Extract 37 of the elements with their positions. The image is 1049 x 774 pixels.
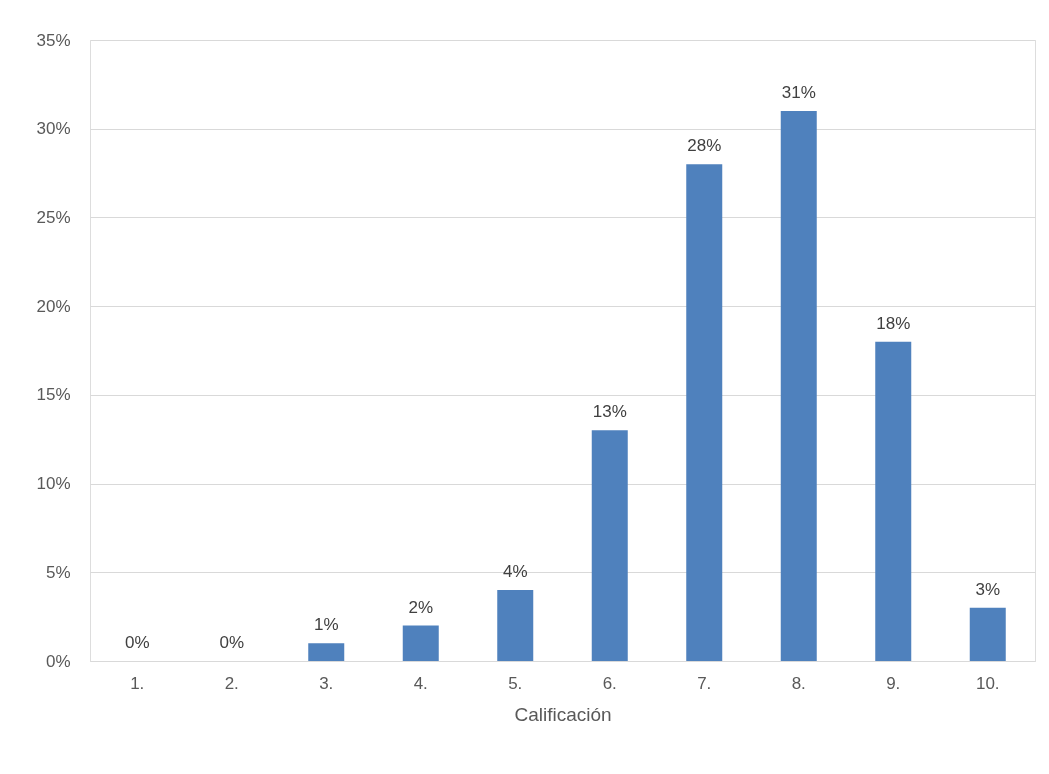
- data-label: 3%: [975, 579, 1001, 599]
- data-label: 13%: [592, 402, 627, 422]
- y-tick-label: 20%: [36, 296, 71, 316]
- x-tick-label: 9.: [886, 673, 901, 693]
- bar: [497, 590, 534, 661]
- bar: [402, 625, 439, 661]
- x-tick-label: 6.: [602, 673, 617, 693]
- y-tick-label: 0%: [45, 651, 71, 671]
- x-axis-title: Calificación: [514, 703, 612, 725]
- data-label: 4%: [502, 562, 528, 582]
- bar: [308, 643, 345, 661]
- bar: [875, 341, 912, 661]
- bar: [969, 607, 1006, 661]
- data-label: 28%: [687, 136, 722, 156]
- bar: [686, 164, 723, 661]
- x-tick-label: 3.: [319, 673, 334, 693]
- x-tick-label: 8.: [791, 673, 806, 693]
- x-tick-label: 7.: [697, 673, 712, 693]
- bar: [591, 430, 628, 661]
- y-tick-label: 30%: [36, 119, 71, 139]
- y-tick-label: 5%: [45, 562, 71, 582]
- data-label: 18%: [876, 313, 911, 333]
- data-label: 0%: [124, 633, 150, 652]
- bar: [780, 110, 817, 661]
- x-tick-label: 2.: [224, 673, 239, 693]
- x-tick-label: 1.: [130, 673, 145, 693]
- data-label: 0%: [219, 633, 245, 652]
- y-tick-label: 10%: [36, 474, 71, 494]
- y-tick-label: 15%: [36, 385, 71, 405]
- x-tick-label: 5.: [508, 673, 523, 693]
- y-tick-label: 25%: [36, 207, 71, 227]
- y-tick-label: 35%: [36, 30, 71, 50]
- data-label: 2%: [408, 597, 434, 617]
- data-label: 1%: [313, 615, 339, 635]
- x-tick-label: 10.: [975, 673, 1000, 693]
- x-tick-label: 4.: [413, 673, 428, 693]
- data-label: 31%: [781, 82, 816, 102]
